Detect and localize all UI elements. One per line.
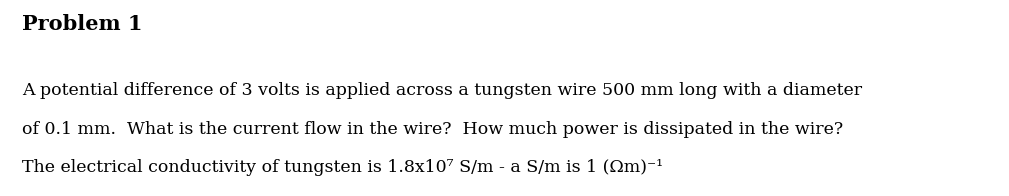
Text: of 0.1 mm.  What is the current flow in the wire?  How much power is dissipated : of 0.1 mm. What is the current flow in t… [22, 121, 844, 138]
Text: The electrical conductivity of tungsten is 1.8x10⁷ S/m - a S/m is 1 (Ωm)⁻¹: The electrical conductivity of tungsten … [22, 159, 663, 176]
Text: Problem 1: Problem 1 [22, 14, 142, 34]
Text: A potential difference of 3 volts is applied across a tungsten wire 500 mm long : A potential difference of 3 volts is app… [22, 82, 863, 99]
